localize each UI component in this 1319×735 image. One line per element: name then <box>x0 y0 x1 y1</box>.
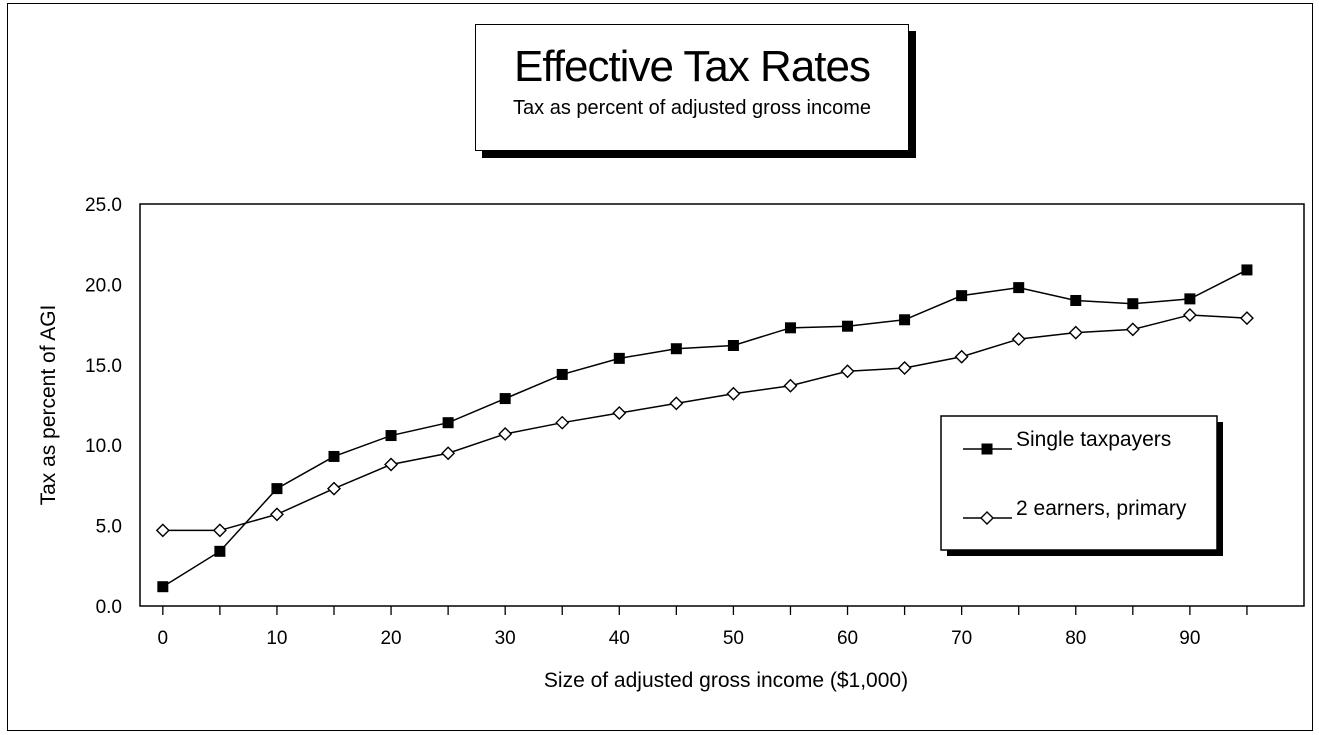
x-axis: 0 10 20 30 40 50 60 70 80 90 <box>158 606 1248 649</box>
data-point-2-earners-primary <box>783 378 798 393</box>
data-point-single-taxpayers <box>214 545 226 557</box>
data-point-2-earners-primary <box>954 349 969 364</box>
y-axis: 0.0 5.0 10.0 15.0 20.0 25.0 <box>85 195 122 618</box>
x-tick-label: 80 <box>1065 628 1086 649</box>
x-tick-label: 60 <box>837 628 858 649</box>
chart-subtitle: Tax as percent of adjusted gross income <box>513 97 871 119</box>
legend-label-single: Single taxpayers <box>1016 428 1171 451</box>
data-point-2-earners-primary <box>384 457 399 472</box>
data-point-2-earners-primary <box>155 523 170 538</box>
data-point-2-earners-primary <box>269 507 284 522</box>
data-point-2-earners-primary <box>498 426 513 441</box>
data-point-2-earners-primary <box>669 396 684 411</box>
data-point-2-earners-primary <box>897 361 912 376</box>
title-box: Effective Tax Rates Tax as percent of ad… <box>475 24 909 151</box>
x-tick-label: 30 <box>495 628 516 649</box>
data-point-2-earners-primary <box>327 481 341 496</box>
data-point-2-earners-primary <box>726 386 741 401</box>
legend-marker-single <box>981 443 993 455</box>
legend-label-two-earners: 2 earners, primary <box>1016 497 1187 520</box>
data-point-single-taxpayers <box>899 314 911 326</box>
data-point-single-taxpayers <box>499 393 511 405</box>
x-tick-label: 40 <box>609 628 630 649</box>
data-point-2-earners-primary <box>1239 311 1254 326</box>
x-tick-label: 90 <box>1179 628 1200 649</box>
data-point-single-taxpayers <box>271 483 283 495</box>
x-tick-label: 0 <box>158 628 169 649</box>
x-tick-label: 70 <box>951 628 972 649</box>
y-tick-label: 20.0 <box>85 275 122 296</box>
data-point-single-taxpayers <box>1127 298 1139 310</box>
data-point-2-earners-primary <box>1125 322 1140 337</box>
data-point-2-earners-primary <box>840 364 855 379</box>
y-tick-label: 0.0 <box>96 597 122 618</box>
y-axis-title: Tax as percent of AGI <box>37 305 60 506</box>
data-point-single-taxpayers <box>1241 264 1253 276</box>
data-point-2-earners-primary <box>1182 307 1197 322</box>
data-point-single-taxpayers <box>328 450 340 462</box>
y-tick-label: 10.0 <box>85 436 122 457</box>
data-point-single-taxpayers <box>385 430 397 442</box>
data-point-single-taxpayers <box>727 340 739 352</box>
x-tick-label: 20 <box>380 628 401 649</box>
y-tick-label: 5.0 <box>96 517 122 538</box>
chart-frame <box>7 3 1313 731</box>
data-point-single-taxpayers <box>670 343 682 355</box>
data-point-single-taxpayers <box>157 581 169 593</box>
legend: Single taxpayers 2 earners, primary <box>940 415 1223 556</box>
y-tick-label: 15.0 <box>85 356 122 377</box>
data-point-single-taxpayers <box>1070 294 1082 306</box>
x-axis-title: Size of adjusted gross income ($1,000) <box>544 669 908 692</box>
data-point-single-taxpayers <box>956 290 968 302</box>
data-point-single-taxpayers <box>784 322 796 334</box>
x-tick-label: 10 <box>266 628 287 649</box>
data-point-single-taxpayers <box>1184 293 1196 305</box>
data-point-single-taxpayers <box>1013 282 1025 294</box>
data-point-2-earners-primary <box>612 406 627 421</box>
data-point-single-taxpayers <box>613 352 625 364</box>
data-point-2-earners-primary <box>1068 325 1083 340</box>
x-tick-label: 50 <box>723 628 744 649</box>
data-point-2-earners-primary <box>212 523 227 538</box>
series-line-single-taxpayers <box>162 269 1248 588</box>
series-line-2-earners-primary <box>162 314 1247 532</box>
chart-title: Effective Tax Rates <box>513 42 871 91</box>
data-point-single-taxpayers <box>442 417 454 429</box>
y-tick-label: 25.0 <box>85 195 122 216</box>
data-point-single-taxpayers <box>556 368 568 380</box>
series-layer <box>155 264 1254 593</box>
legend-marker-two-earners <box>980 511 994 525</box>
data-point-2-earners-primary <box>555 415 570 430</box>
data-point-2-earners-primary <box>441 446 456 461</box>
legend-box <box>940 415 1218 551</box>
plot-area <box>139 203 1305 607</box>
data-point-single-taxpayers <box>842 320 854 332</box>
data-point-2-earners-primary <box>1011 332 1026 347</box>
